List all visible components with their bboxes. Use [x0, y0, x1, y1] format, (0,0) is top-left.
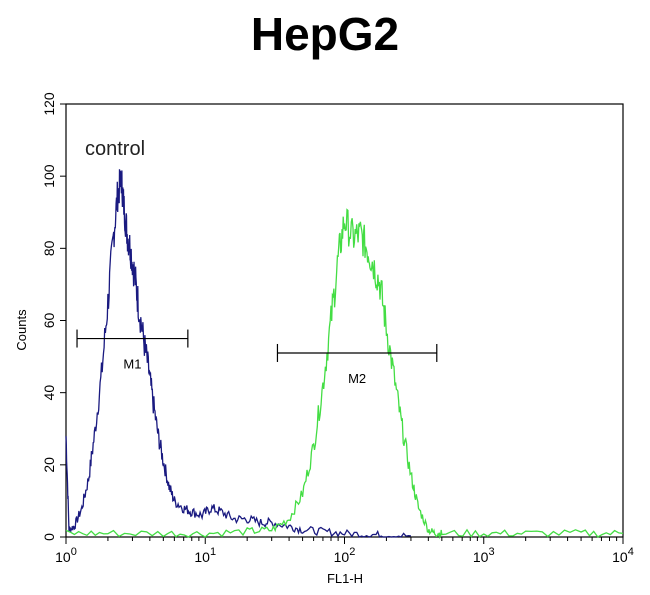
x-axis-ticks: 100 101 102 103 104 — [55, 537, 634, 565]
y-tick-label: 120 — [41, 92, 57, 116]
x-tick-label: 101 — [194, 546, 216, 565]
series-line-2 — [65, 208, 624, 540]
y-tick-label: 80 — [41, 240, 57, 256]
control-annotation: control — [85, 138, 145, 160]
y-tick-label: 0 — [41, 533, 57, 541]
y-tick-label: 40 — [41, 385, 57, 401]
marker-label: M1 — [123, 357, 141, 372]
y-axis-ticks: 0 20 40 60 80 100 120 — [41, 92, 66, 541]
plot-frame — [65, 103, 624, 538]
y-tick-label: 60 — [41, 313, 57, 329]
series-line-1 — [65, 169, 411, 538]
x-axis-label: FL1-H — [327, 571, 363, 586]
x-tick-label: 103 — [473, 546, 495, 565]
x-tick-label: 100 — [55, 546, 77, 565]
y-tick-label: 100 — [41, 164, 57, 188]
chart-title: HepG2 — [251, 8, 399, 60]
series-group — [65, 169, 624, 540]
x-tick-label: 104 — [612, 546, 634, 565]
x-tick-label: 102 — [334, 546, 356, 565]
marker-label: M2 — [348, 371, 366, 386]
y-axis-label: Counts — [14, 309, 29, 351]
y-tick-label: 20 — [41, 457, 57, 473]
marker-group: M1 M2 — [76, 329, 438, 386]
